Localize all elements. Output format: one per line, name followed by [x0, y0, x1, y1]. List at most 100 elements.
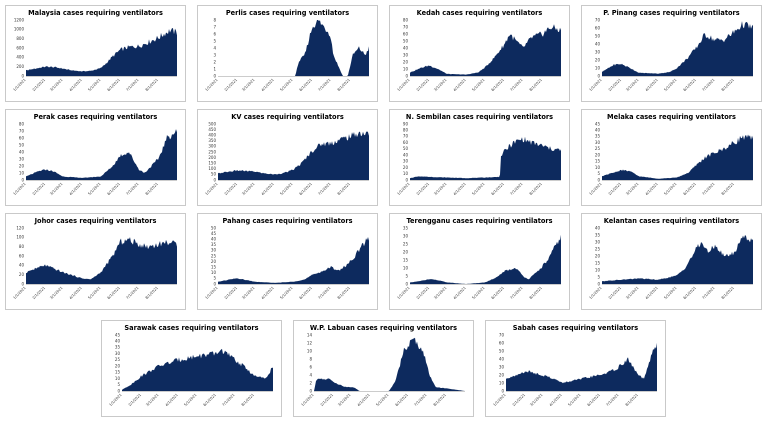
x-tick-label: 2/1/2021: [128, 393, 142, 407]
x-tick-label: 5/1/2021: [567, 393, 581, 407]
chart-panel: Johor cases requiring ventilators 0 20 40 60…: [5, 213, 186, 310]
series-area: [602, 21, 753, 77]
y-tick-label: 30: [595, 49, 601, 54]
y-tick-label: 0: [501, 388, 504, 393]
chart-panel: P. Pinang cases requiring ventilators 0 10…: [581, 5, 762, 102]
x-tick-label: 6/1/2021: [107, 182, 121, 196]
x-tick-label: 4/1/2021: [453, 182, 467, 196]
y-tick-label: 400: [16, 55, 24, 60]
y-tick-label: 300: [208, 144, 216, 149]
x-tick-label: 7/1/2021: [125, 78, 139, 92]
y-tick-label: 500: [208, 121, 216, 126]
area-chart: 0 2 4 6 8 10 12 14 1/1/2021 2/1/2021 3/1/2021 4/1/2…: [300, 332, 465, 407]
y-tick-label: 10: [499, 380, 505, 385]
chart-panel: Perak cases requiring ventilators 0 10 20 30…: [5, 109, 186, 206]
y-tick-label: 30: [595, 239, 601, 244]
y-tick-label: 50: [403, 38, 409, 43]
chart-panel: Sarawak cases requiring ventilators 0 5 10 1…: [101, 320, 282, 417]
x-tick-label: 5/1/2021: [279, 182, 293, 196]
chart-panel: Melaka cases requiring ventilators 0 5 10 15…: [581, 109, 762, 206]
x-tick-label: 5/1/2021: [471, 286, 485, 300]
y-tick-label: 20: [595, 253, 601, 258]
x-tick-label: 8/1/2021: [337, 286, 351, 300]
chart-title: Pahang cases requiring ventilators: [222, 217, 353, 225]
y-tick-label: 60: [595, 25, 601, 30]
x-tick-label: 4/1/2021: [165, 393, 179, 407]
y-tick-label: 6: [213, 31, 216, 36]
y-tick-label: 5: [405, 273, 408, 278]
area-chart: 0 5 10 15 20 25 30 35 40 1/1/2021 2/1/2021 3/1/2021…: [588, 225, 753, 300]
y-tick-label: 15: [595, 159, 601, 164]
x-tick-label: 6/1/2021: [683, 78, 697, 92]
y-tick-label: 40: [115, 339, 121, 344]
y-tick-label: 80: [19, 121, 25, 126]
y-tick-label: 5: [213, 38, 216, 43]
y-tick-label: 20: [403, 59, 409, 64]
x-tick-label: 6/1/2021: [299, 78, 313, 92]
y-tick-label: 0: [21, 281, 24, 286]
y-tick-label: 350: [208, 138, 216, 143]
x-tick-label: 7/1/2021: [317, 182, 331, 196]
x-tick-label: 8/1/2021: [529, 182, 543, 196]
y-tick-label: 10: [595, 165, 601, 170]
x-tick-label: 5/1/2021: [663, 182, 677, 196]
x-tick-label: 1/1/2021: [492, 393, 506, 407]
y-tick-label: 100: [16, 235, 24, 240]
y-tick-label: 250: [208, 149, 216, 154]
y-tick-label: 40: [403, 45, 409, 50]
x-tick-label: 1/1/2021: [588, 286, 602, 300]
chart-panel: KV cases requiring ventilators 0 50 100 150 2…: [197, 109, 378, 206]
series-area: [602, 134, 753, 180]
x-tick-label: 3/1/2021: [241, 182, 255, 196]
y-tick-label: 0: [117, 388, 120, 393]
x-tick-label: 8/1/2021: [529, 78, 543, 92]
y-tick-label: 35: [595, 134, 601, 139]
x-tick-label: 3/1/2021: [529, 393, 543, 407]
x-tick-label: 2/1/2021: [320, 393, 334, 407]
x-tick-label: 1/1/2021: [12, 78, 26, 92]
chart-panel: Sabah cases requiring ventilators 0 10 20 30…: [485, 320, 666, 417]
area-chart: 0 10 20 30 40 50 60 70 1/1/2021 2/1/2021 3/1/2021 4…: [492, 332, 657, 407]
x-tick-label: 6/1/2021: [683, 182, 697, 196]
x-tick-label: 1/1/2021: [204, 78, 218, 92]
series-area: [122, 348, 273, 391]
chart-title: Kelantan cases requiring ventilators: [603, 217, 740, 225]
series-area: [410, 136, 561, 180]
chart-title: Perlis cases requiring ventilators: [225, 9, 350, 17]
y-tick-label: 0: [213, 281, 216, 286]
y-tick-label: 10: [403, 265, 409, 270]
x-tick-label: 7/1/2021: [221, 393, 235, 407]
x-tick-label: 3/1/2021: [49, 182, 63, 196]
chart-title: P. Pinang cases requiring ventilators: [603, 9, 740, 17]
x-tick-label: 8/1/2021: [721, 182, 735, 196]
x-tick-label: 1/1/2021: [204, 182, 218, 196]
y-tick-label: 20: [403, 165, 409, 170]
y-tick-label: 7: [213, 24, 216, 29]
y-tick-label: 25: [115, 357, 121, 362]
y-tick-label: 30: [403, 233, 409, 238]
x-tick-label: 6/1/2021: [491, 78, 505, 92]
x-tick-label: 5/1/2021: [471, 182, 485, 196]
y-tick-label: 200: [16, 64, 24, 69]
x-tick-label: 5/1/2021: [375, 393, 389, 407]
chart-title: Sabah cases requiring ventilators: [512, 324, 639, 332]
x-tick-label: 5/1/2021: [87, 286, 101, 300]
x-tick-label: 3/1/2021: [625, 182, 639, 196]
y-tick-label: 0: [21, 177, 24, 182]
x-tick-label: 3/1/2021: [625, 78, 639, 92]
x-tick-label: 2/1/2021: [512, 393, 526, 407]
x-tick-label: 1/1/2021: [108, 393, 122, 407]
area-chart: 0 1 2 3 4 5 6 7 8 1/1/2021 2/1/2021 3/1/2021 4/1/202…: [204, 17, 369, 92]
y-tick-label: 4: [213, 45, 216, 50]
x-tick-label: 7/1/2021: [701, 78, 715, 92]
x-tick-label: 5/1/2021: [471, 78, 485, 92]
series-area: [26, 28, 177, 77]
y-tick-label: 25: [595, 146, 601, 151]
y-tick-label: 30: [403, 159, 409, 164]
y-tick-label: 14: [307, 332, 313, 337]
x-tick-label: 1/1/2021: [588, 182, 602, 196]
area-chart: 0 10 20 30 40 50 60 70 80 1/1/2021 2/1/2021 3/1/202…: [396, 17, 561, 92]
y-tick-label: 15: [403, 257, 409, 262]
x-tick-label: 6/1/2021: [203, 393, 217, 407]
